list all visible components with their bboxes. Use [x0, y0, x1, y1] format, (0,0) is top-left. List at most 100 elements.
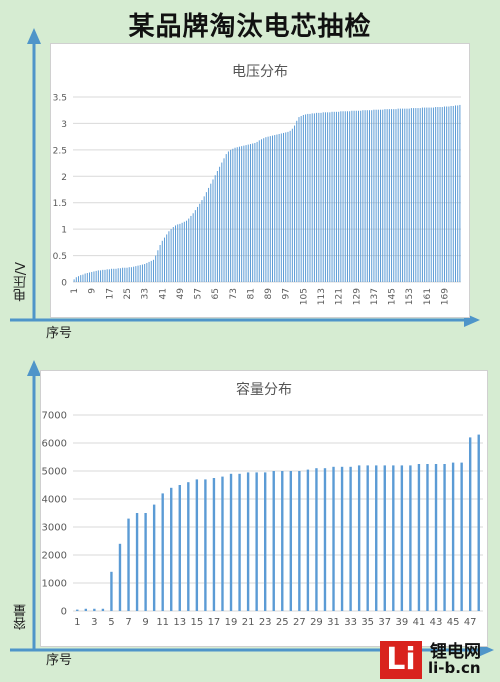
bar	[73, 279, 75, 282]
bar	[392, 465, 395, 611]
bar	[426, 107, 428, 282]
bar	[307, 113, 309, 283]
y-tick-label: 4000	[42, 495, 67, 506]
bar	[338, 111, 340, 282]
bar	[477, 434, 480, 611]
y-tick-label: 3	[61, 120, 67, 130]
bar	[323, 468, 327, 611]
bar	[157, 250, 159, 282]
bar	[313, 113, 315, 282]
bar	[400, 465, 404, 611]
bar	[216, 171, 218, 282]
y-tick-label: 1.5	[53, 199, 67, 209]
bar	[254, 142, 256, 282]
bar	[344, 111, 346, 283]
bar	[342, 111, 344, 283]
bar	[399, 108, 401, 282]
bar	[300, 116, 302, 283]
bar	[221, 162, 223, 282]
bar	[434, 464, 438, 611]
bar	[373, 109, 375, 282]
x-tick-label: 19	[225, 617, 238, 628]
bar	[236, 147, 238, 282]
bar	[247, 144, 249, 282]
bar	[186, 220, 188, 282]
y-tick-label: 1000	[42, 579, 67, 590]
bar	[203, 196, 205, 282]
bar	[135, 513, 139, 611]
bar	[402, 108, 404, 282]
bar	[349, 466, 352, 611]
bar	[333, 111, 335, 282]
bar	[269, 136, 271, 282]
brand-logo: Li 锂电网 li-b.cn	[380, 637, 500, 682]
bar	[258, 140, 260, 282]
bar	[76, 609, 79, 611]
bar	[229, 473, 233, 611]
bar	[289, 471, 293, 611]
bar	[170, 229, 172, 282]
bar	[306, 469, 310, 611]
bar	[225, 154, 227, 282]
bar	[450, 105, 452, 282]
bar	[278, 134, 280, 282]
bar	[82, 274, 84, 282]
bar	[210, 183, 212, 282]
bar	[468, 437, 472, 611]
bar	[84, 608, 88, 611]
bar	[93, 608, 96, 611]
bar	[380, 109, 382, 282]
bar	[355, 110, 357, 282]
bar	[311, 113, 313, 282]
bar	[377, 109, 379, 282]
bar	[272, 135, 274, 282]
bar	[280, 133, 282, 282]
bar	[243, 145, 245, 282]
x-tick-label: 57	[194, 288, 204, 299]
x-tick-label: 39	[395, 617, 408, 628]
bar	[430, 107, 432, 282]
bar	[102, 269, 104, 282]
bar	[437, 107, 439, 282]
capacity-x-label: 序号	[46, 653, 73, 668]
bar	[309, 113, 311, 283]
bar	[86, 273, 88, 282]
voltage-chart-title: 电压分布	[232, 64, 288, 80]
bar	[127, 518, 130, 611]
y-tick-label: 0	[61, 279, 67, 289]
x-tick-label: 29	[310, 617, 323, 628]
bar	[91, 271, 93, 282]
x-tick-label: 7	[125, 617, 131, 628]
bar	[246, 472, 250, 611]
bar	[133, 266, 135, 282]
y-tick-label: 7000	[42, 411, 67, 422]
bar	[460, 462, 463, 611]
x-tick-label: 121	[335, 288, 345, 305]
bar	[194, 210, 196, 282]
bar	[97, 270, 99, 282]
bar	[426, 464, 429, 611]
bar	[382, 109, 384, 282]
bar	[424, 107, 426, 282]
bar	[421, 107, 423, 282]
x-tick-label: 105	[299, 288, 309, 305]
bar	[263, 472, 267, 611]
bar	[130, 267, 132, 282]
x-tick-label: 169	[440, 288, 450, 305]
bar	[106, 269, 108, 282]
bar	[322, 112, 324, 282]
bar	[144, 513, 147, 611]
y-tick-label: 2000	[42, 551, 67, 562]
bar	[443, 464, 446, 611]
x-tick-label: 45	[447, 617, 460, 628]
bar	[395, 109, 397, 283]
bar	[122, 267, 124, 282]
bar	[214, 175, 216, 282]
bar	[187, 482, 190, 611]
bar	[316, 112, 318, 282]
bar	[221, 476, 224, 611]
bar	[124, 267, 126, 282]
bar	[324, 112, 326, 282]
bar	[417, 464, 421, 611]
y-tick-label: 3.5	[53, 94, 67, 104]
